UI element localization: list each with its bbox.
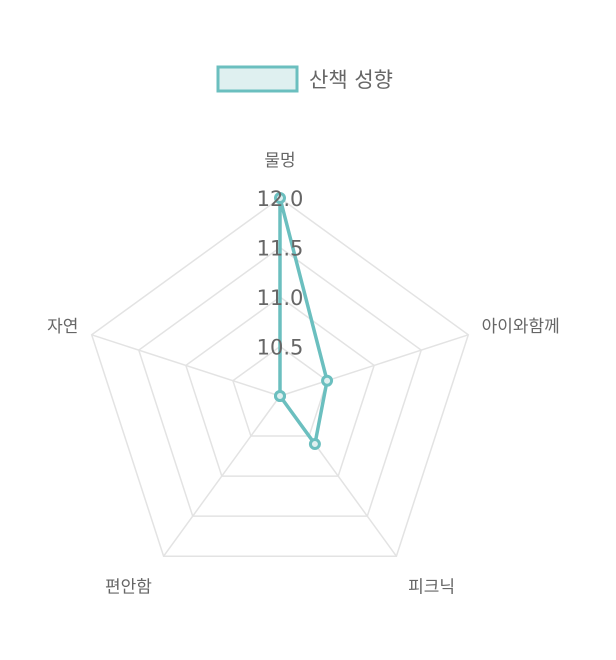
grid-ring [137,246,423,517]
tick-label: 12.0 [257,187,304,211]
data-point[interactable] [274,390,286,402]
axis-label: 피크닉 [408,577,455,597]
radar-series [274,192,334,451]
legend-swatch [216,65,299,93]
data-point[interactable] [308,438,321,451]
axis-spoke [163,395,281,557]
data-point[interactable] [274,192,286,204]
axis-spoke [279,334,469,397]
grid-ring [232,345,328,437]
axis-spoke [91,334,281,397]
tick-label: 10.5 [257,336,304,360]
legend-label: 산책 성향 [309,68,393,92]
axis-label: 물멍 [264,151,295,171]
tick-label: 11.0 [257,286,304,310]
axis-label: 아이와함께 [482,317,560,337]
grid-ring [90,197,470,557]
grid-ring [184,296,376,477]
axis-label: 자연 [47,317,78,337]
data-point[interactable] [321,374,334,387]
axis-label: 편안함 [105,577,152,597]
series-polygon [278,196,329,446]
tick-label: 11.5 [257,237,304,261]
radar-tick-labels: 10.5 11.0 11.5 12.0 [257,187,304,360]
legend[interactable]: 산책 성향 [216,65,393,93]
